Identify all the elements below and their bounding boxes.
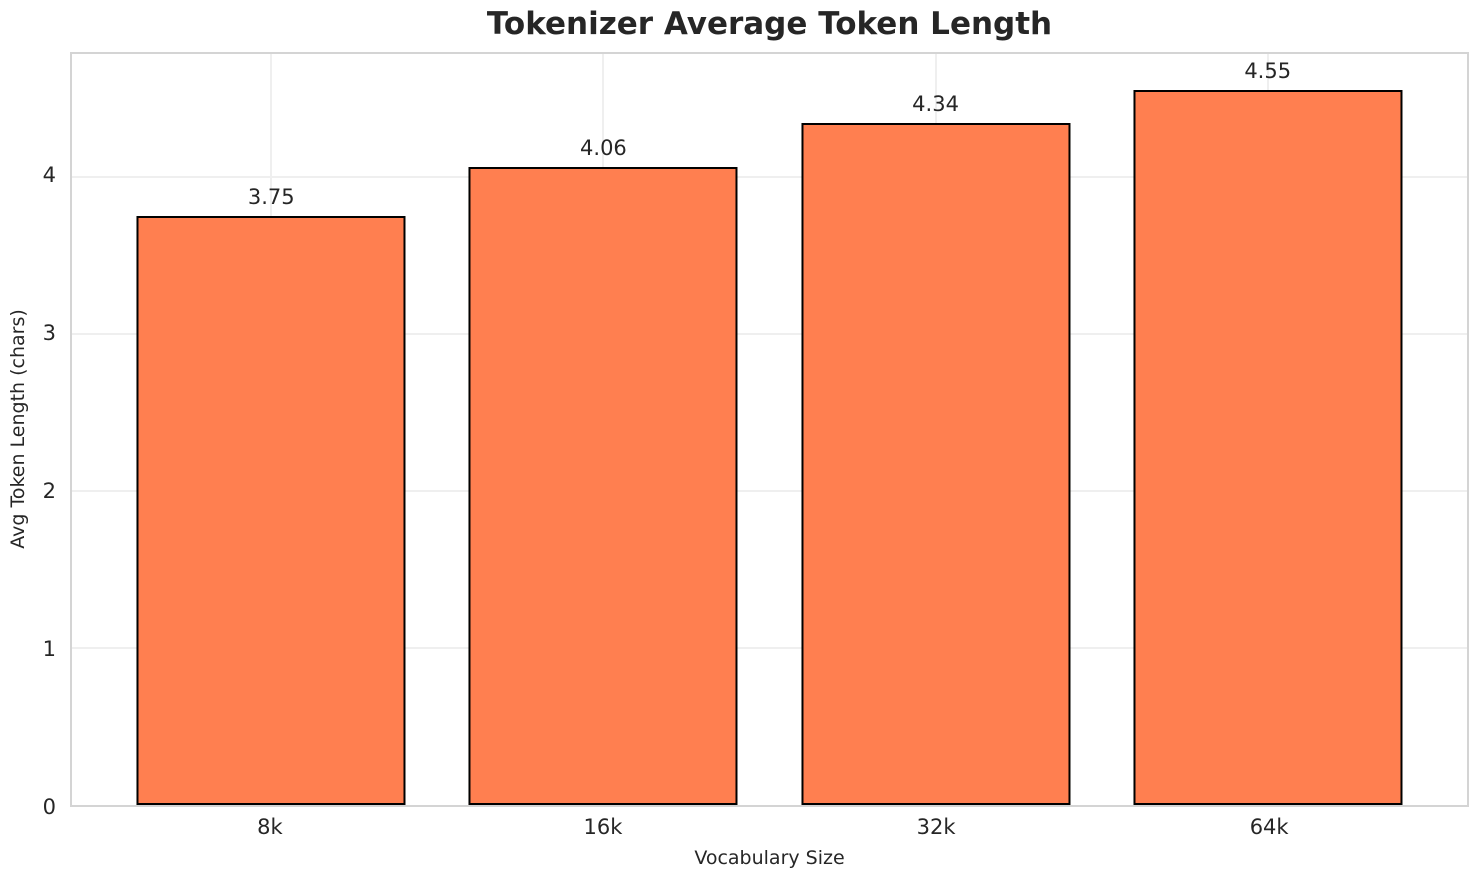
horizontal-gridline — [72, 332, 1467, 335]
x-axis-label: Vocabulary Size — [694, 847, 845, 869]
x-tick-label: 16k — [583, 815, 623, 839]
x-tick-label: 32k — [916, 815, 956, 839]
y-axis-ticks: 0 1 2 3 4 — [0, 52, 56, 819]
x-tick-label: 64k — [1249, 815, 1289, 839]
y-tick-label: 0 — [42, 795, 56, 819]
bar — [801, 123, 1071, 805]
bar-value-label: 4.06 — [580, 136, 627, 161]
bar-value-label: 4.55 — [1244, 59, 1292, 84]
bar — [468, 167, 738, 805]
x-axis-ticks: 8k 16k 32k 64k — [70, 815, 1469, 843]
bar — [136, 215, 406, 805]
y-tick-label: 4 — [42, 163, 56, 188]
bar — [1133, 90, 1403, 805]
horizontal-gridline — [72, 175, 1467, 178]
chart-title: Tokenizer Average Token Length — [486, 6, 1053, 42]
y-tick-label: 1 — [42, 637, 56, 662]
bar-value-label: 4.34 — [912, 92, 959, 117]
horizontal-gridline — [72, 646, 1467, 649]
plot-area: 3.75 4.06 4.34 4.55 — [70, 52, 1469, 807]
x-tick-label: 8k — [257, 815, 283, 839]
bar-value-label: 3.75 — [247, 184, 295, 209]
horizontal-gridline — [72, 489, 1467, 492]
y-tick-label: 2 — [42, 479, 56, 504]
y-tick-label: 3 — [42, 321, 56, 346]
